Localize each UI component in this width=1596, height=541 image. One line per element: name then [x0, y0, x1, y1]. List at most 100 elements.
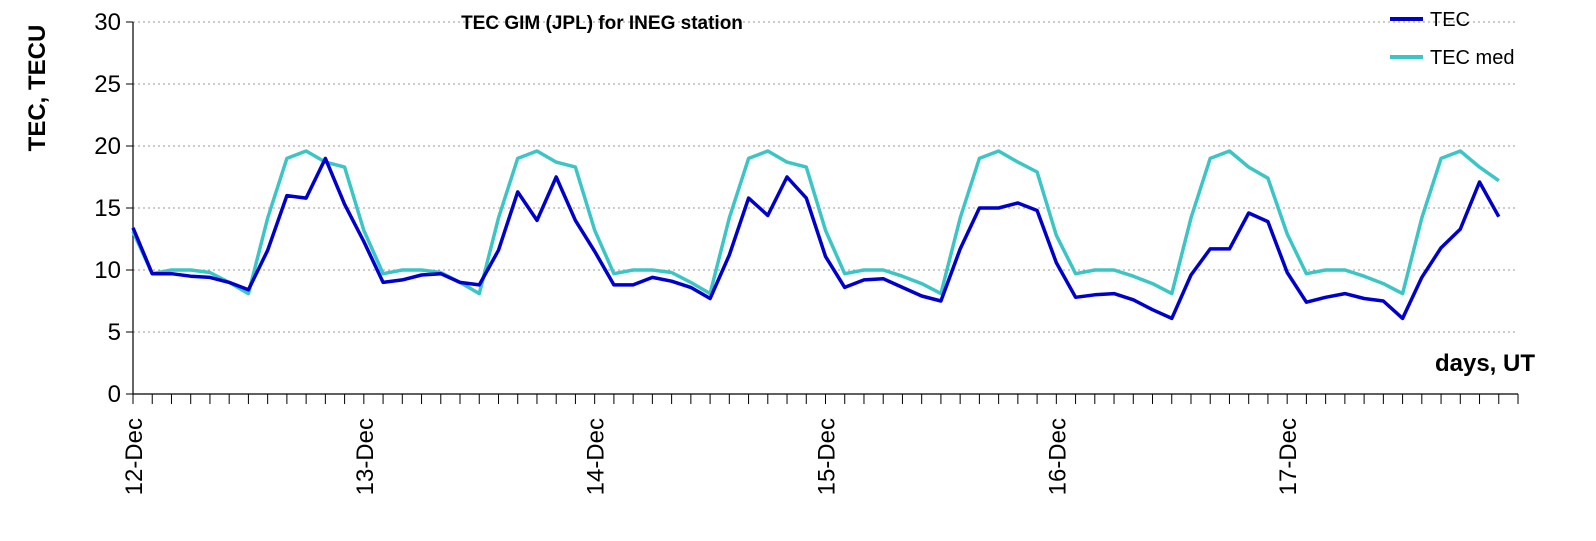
legend: TEC TEC med [1390, 9, 1514, 69]
data-point [535, 219, 538, 222]
y-axis-title: TEC, TECU [24, 25, 51, 152]
data-point [689, 286, 692, 289]
data-point [343, 166, 346, 169]
data-point [1055, 261, 1058, 264]
data-point [555, 176, 558, 179]
data-point [1478, 166, 1481, 169]
y-tick-label: 0 [108, 381, 121, 408]
data-point [1093, 269, 1096, 272]
data-point [305, 149, 308, 152]
data-point [1055, 234, 1058, 237]
data-point [1151, 282, 1154, 285]
data-point [401, 278, 404, 281]
data-point [593, 229, 596, 232]
x-date-label: 12-Dec [121, 418, 148, 495]
data-point [1016, 202, 1019, 205]
series-line-tec-med [131, 149, 1500, 296]
chart-title: TEC GIM (JPL) for INEG station [461, 13, 743, 34]
data-point [1132, 275, 1135, 278]
data-point [189, 269, 192, 272]
y-tick-label: 20 [94, 133, 121, 160]
data-point [997, 149, 1000, 152]
data-point [208, 271, 211, 274]
y-tick-label: 5 [108, 319, 121, 346]
data-point [1420, 216, 1423, 219]
data-point [1036, 209, 1039, 212]
data-point [1459, 149, 1462, 152]
data-point [651, 276, 654, 279]
data-point [1266, 177, 1269, 180]
x-axis-title: days, UT [1435, 350, 1535, 377]
x-date-label: 17-Dec [1275, 418, 1302, 495]
data-point [1228, 247, 1231, 250]
data-point [920, 282, 923, 285]
data-point [1382, 282, 1385, 285]
data-point [1305, 272, 1308, 275]
data-point [1497, 179, 1500, 182]
data-point [382, 272, 385, 275]
data-point [401, 269, 404, 272]
data-point [1189, 216, 1192, 219]
data-point [1440, 246, 1443, 249]
data-point [1209, 247, 1212, 250]
data-point [516, 190, 519, 193]
data-point [824, 229, 827, 232]
data-point [1247, 211, 1250, 214]
data-point [1401, 317, 1404, 320]
data-point [805, 197, 808, 200]
tick-labels: 0 5 10 15 20 25 30 12-Dec 13-Dec 14-Dec 15-Dec 16-D… [94, 9, 1302, 495]
data-point [247, 292, 250, 295]
data-point [728, 216, 731, 219]
data-point [1286, 271, 1289, 274]
data-point [497, 249, 500, 252]
data-point [228, 281, 231, 284]
legend-label-tec-med: TEC med [1430, 47, 1514, 69]
data-point [574, 166, 577, 169]
data-point [1343, 292, 1346, 295]
data-point [362, 240, 365, 243]
data-point [1497, 215, 1500, 218]
data-point [920, 295, 923, 298]
data-point [516, 157, 519, 160]
data-point [959, 247, 962, 250]
data-point [1363, 275, 1366, 278]
data-point [997, 207, 1000, 210]
data-point [285, 194, 288, 197]
data-point [632, 269, 635, 272]
series-lines [131, 149, 1501, 321]
data-point [632, 283, 635, 286]
data-point [324, 157, 327, 160]
data-point [382, 281, 385, 284]
data-point [786, 161, 789, 164]
axes [126, 21, 1519, 404]
data-point [939, 300, 942, 303]
data-point [247, 288, 250, 291]
data-point [747, 157, 750, 160]
data-point [824, 255, 827, 258]
y-tick-label: 10 [94, 257, 121, 284]
series-line-tec [131, 156, 1501, 321]
data-point [1324, 296, 1327, 299]
data-point [766, 214, 769, 217]
data-point [709, 297, 712, 300]
data-point [1228, 149, 1231, 152]
data-point [1170, 292, 1173, 295]
x-date-label: 16-Dec [1044, 418, 1071, 495]
data-point [959, 216, 962, 219]
data-point [978, 157, 981, 160]
data-point [786, 176, 789, 179]
data-point [1459, 228, 1462, 231]
data-point [728, 254, 731, 257]
data-point [1093, 293, 1096, 296]
data-point [747, 197, 750, 200]
data-point [1266, 220, 1269, 223]
data-point [266, 249, 269, 252]
data-point [1363, 297, 1366, 300]
data-point [670, 271, 673, 274]
data-point [1036, 171, 1039, 174]
data-point [593, 250, 596, 253]
data-point [651, 269, 654, 272]
data-point [1440, 157, 1443, 160]
data-point [151, 272, 154, 275]
